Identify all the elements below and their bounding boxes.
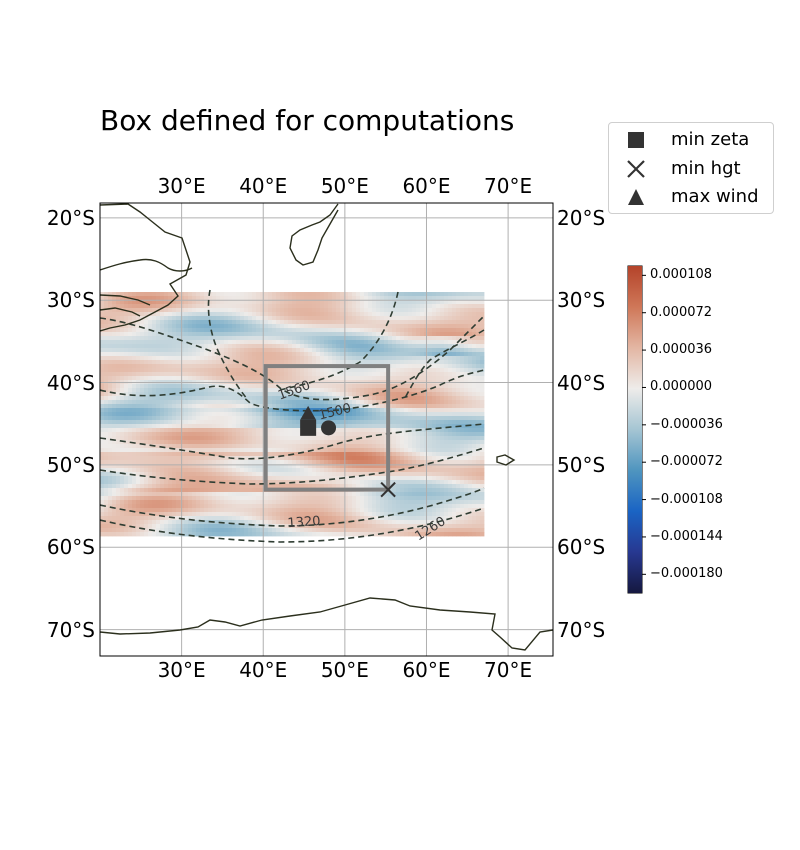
- square-marker-icon: [626, 130, 646, 150]
- coastline-antarctica: [100, 598, 553, 650]
- colorbar-tick-label: −0.000072: [650, 455, 723, 468]
- axis-tick-label: 70°S: [557, 620, 605, 640]
- coastline-mozambique-interior: [100, 259, 192, 271]
- colorbar-tick-label: −0.000108: [650, 493, 723, 506]
- axis-tick-label: 60°S: [557, 537, 605, 557]
- axis-tick-label: 60°E: [402, 176, 450, 196]
- legend-item-min-hgt: min hgt: [609, 157, 773, 181]
- colorbar-tick-marks: [642, 275, 646, 574]
- axis-tick-label: 20°S: [47, 208, 95, 228]
- colorbar-tick-label: −0.000144: [650, 530, 723, 543]
- contour-label: 1320: [287, 514, 321, 531]
- axis-tick-label: 40°S: [557, 373, 605, 393]
- colorbar-tick-label: −0.000180: [650, 567, 723, 580]
- axis-tick-label: 50°E: [321, 660, 369, 680]
- axis-tick-label: 30°E: [158, 176, 206, 196]
- legend-label: min zeta: [671, 129, 749, 150]
- coastline-island: [497, 455, 514, 465]
- axis-tick-label: 50°S: [557, 455, 605, 475]
- legend-item-max-wind: max wind: [609, 185, 773, 209]
- legend-label: min hgt: [671, 158, 741, 179]
- axis-tick-label: 40°E: [239, 176, 287, 196]
- triangle-marker-icon: [626, 187, 646, 207]
- axis-tick-label: 70°E: [484, 660, 532, 680]
- axis-tick-label: 60°E: [402, 660, 450, 680]
- legend: min zeta min hgt max wind: [608, 122, 774, 214]
- colorbar-tick-label: 0.000108: [650, 268, 712, 281]
- axis-tick-label: 70°E: [484, 176, 532, 196]
- x-marker-icon: [626, 159, 646, 179]
- axis-tick-label: 20°S: [557, 208, 605, 228]
- axis-tick-label: 40°S: [47, 373, 95, 393]
- axis-tick-label: 50°S: [47, 455, 95, 475]
- colorbar-tick-label: 0.000036: [650, 343, 712, 356]
- legend-item-min-zeta: min zeta: [609, 128, 773, 152]
- axis-tick-label: 70°S: [47, 620, 95, 640]
- legend-label: max wind: [671, 186, 759, 207]
- axis-tick-label: 30°E: [158, 660, 206, 680]
- colorbar-tick-label: 0.000072: [650, 306, 712, 319]
- circle-marker: [321, 420, 336, 435]
- colorbar: [628, 266, 642, 593]
- axis-tick-label: 40°E: [239, 660, 287, 680]
- axis-tick-label: 30°S: [47, 290, 95, 310]
- coastline-madagascar: [290, 204, 338, 265]
- axis-tick-label: 60°S: [47, 537, 95, 557]
- axis-tick-label: 30°S: [557, 290, 605, 310]
- colorbar-tick-label: −0.000036: [650, 418, 723, 431]
- colorbar-tick-label: 0.000000: [650, 380, 712, 393]
- axis-tick-label: 50°E: [321, 176, 369, 196]
- min-zeta-marker: [300, 420, 316, 436]
